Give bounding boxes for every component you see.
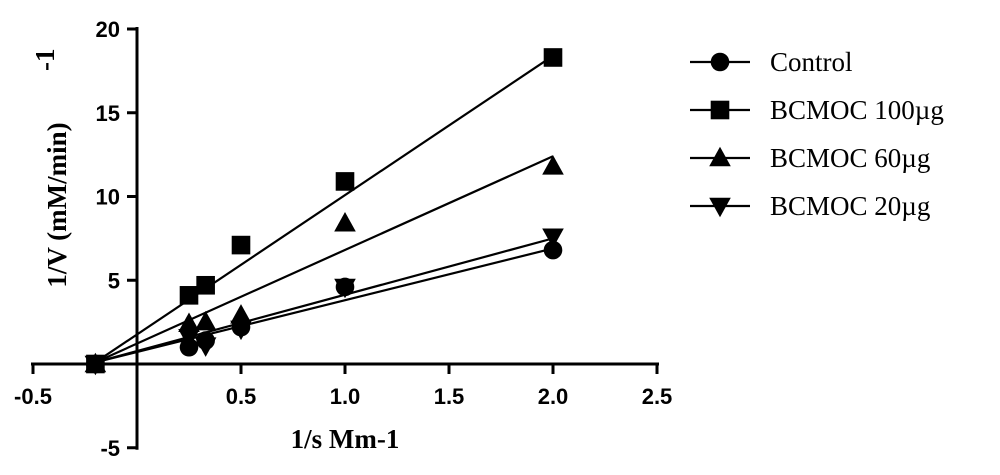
fit-line-bcmoc-60-g	[94, 155, 554, 364]
regression-lines	[94, 54, 554, 364]
x-tick-label: 2.0	[538, 384, 569, 409]
data-point-bcmoc-60-g	[542, 155, 564, 175]
y-tick-label: 5	[108, 268, 120, 293]
legend-marker-square	[710, 100, 730, 120]
x-tick-label: 1.5	[434, 384, 465, 409]
legend-item-bcmoc-20-g: BCMOC 20µg	[690, 191, 930, 221]
data-point-bcmoc-60-g	[178, 312, 200, 333]
legend-label: BCMOC 100µg	[770, 95, 944, 125]
data-point-bcmoc-100-g	[543, 48, 563, 67]
data-points	[84, 48, 564, 376]
legend: Control BCMOC 100µg BCMOC 60µg BCMOC 20µg	[690, 47, 944, 221]
x-tick-label: 0.5	[226, 384, 257, 409]
data-point-bcmoc-20-g	[194, 337, 217, 357]
data-point-bcmoc-100-g	[335, 172, 355, 191]
legend-label: Control	[770, 47, 853, 77]
data-point-bcmoc-20-g	[84, 355, 107, 376]
svg-text:1/V (mM/min): 1/V (mM/min)	[42, 122, 72, 287]
fit-line-control	[95, 247, 554, 364]
y-tick-label: 15	[96, 101, 120, 126]
data-point-bcmoc-60-g	[230, 304, 252, 324]
y-axis-title-superscript: -1	[30, 49, 60, 72]
data-point-bcmoc-20-g	[542, 228, 564, 248]
y-tick-label: 20	[96, 17, 120, 42]
y-tick-label: -5	[100, 436, 120, 461]
data-point-bcmoc-20-g	[334, 278, 356, 299]
data-point-bcmoc-60-g	[334, 212, 356, 232]
y-axis-title: 1/V (mM/min) -1	[30, 49, 72, 288]
data-point-bcmoc-60-g	[194, 310, 217, 331]
data-point-bcmoc-100-g	[231, 235, 251, 255]
x-tick-label: 1.0	[330, 384, 361, 409]
x-axis-ticks: -0.5 0.5 1.0 1.5 2.0 2.5	[14, 364, 672, 409]
data-point-bcmoc-20-g	[230, 320, 252, 341]
y-tick-label: 10	[96, 185, 120, 210]
legend-label: BCMOC 20µg	[770, 191, 930, 221]
legend-marker-circle	[710, 52, 730, 72]
legend-item-control: Control	[690, 47, 853, 77]
x-tick-label: -0.5	[14, 384, 52, 409]
legend-item-bcmoc-100-g: BCMOC 100µg	[690, 95, 944, 125]
x-tick-label: 2.5	[642, 384, 673, 409]
data-point-bcmoc-20-g	[178, 328, 200, 349]
data-point-control	[543, 240, 563, 260]
legend-item-bcmoc-60-g: BCMOC 60µg	[690, 143, 930, 173]
legend-marker-triangle-down	[709, 197, 731, 218]
data-point-bcmoc-100-g	[179, 286, 199, 305]
legend-label: BCMOC 60µg	[770, 143, 930, 173]
fit-line-bcmoc-100-g	[94, 54, 554, 364]
y-axis-title-text: 1/V (mM/min)	[42, 122, 72, 287]
x-axis-title: 1/s Mm-1	[291, 424, 400, 454]
y-axis-ticks: -5 5 10 15 20	[96, 17, 137, 461]
data-point-bcmoc-100-g	[196, 275, 215, 295]
fit-line-bcmoc-20-g	[95, 237, 554, 364]
legend-marker-triangle-up	[709, 146, 731, 167]
